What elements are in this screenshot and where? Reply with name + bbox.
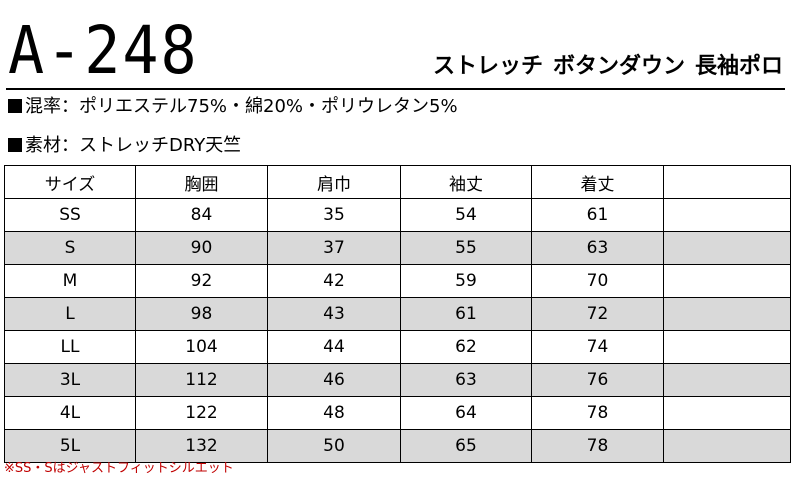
cell-sleeve: 61: [400, 297, 532, 331]
product-code: A-248: [8, 12, 199, 90]
material-text: 素材：ストレッチDRY天竺: [25, 135, 242, 156]
cell-length: 63: [531, 231, 664, 265]
table-row: SS 84 35 54 61: [4, 198, 791, 232]
header-length: 着丈: [531, 165, 664, 199]
table-row: 4L 122 48 64 78: [4, 396, 791, 430]
cell-chest: 84: [135, 198, 268, 232]
cell-size: S: [4, 231, 136, 265]
header-chest: 胸囲: [135, 165, 268, 199]
product-name-part1: ストレッチ: [432, 54, 543, 79]
cell-chest: 122: [135, 396, 268, 430]
cell-sleeve: 62: [400, 330, 532, 364]
table-row: 3L 112 46 63 76: [4, 363, 791, 397]
fit-note: ※SS・Sはジャストフィットシルエット: [4, 461, 234, 476]
product-name: ストレッチ ボタンダウン 長袖ポロ: [433, 54, 783, 80]
product-name-part3: 長袖ポロ: [694, 54, 783, 79]
table-row: L 98 43 61 72: [4, 297, 791, 331]
cell-sleeve: 59: [400, 264, 532, 298]
cell-size: 5L: [4, 429, 136, 463]
cell-shoulder: 46: [267, 363, 401, 397]
cell-length: 78: [531, 396, 664, 430]
cell-shoulder: 44: [267, 330, 401, 364]
cell-chest: 104: [135, 330, 268, 364]
cell-size: LL: [4, 330, 136, 364]
cell-blank: [663, 297, 791, 331]
size-table-header-row: サイズ 胸囲 肩巾 袖丈 着丈: [4, 165, 791, 199]
cell-size: 3L: [4, 363, 136, 397]
header-size: サイズ: [4, 165, 136, 199]
cell-blank: [663, 363, 791, 397]
cell-length: 72: [531, 297, 664, 331]
cell-chest: 92: [135, 264, 268, 298]
cell-sleeve: 54: [400, 198, 532, 232]
blend-text: 混率：ポリエステル75%・綿20%・ポリウレタン5%: [25, 96, 458, 117]
cell-size: L: [4, 297, 136, 331]
cell-length: 74: [531, 330, 664, 364]
header-sleeve: 袖丈: [400, 165, 532, 199]
cell-shoulder: 43: [267, 297, 401, 331]
cell-shoulder: 50: [267, 429, 401, 463]
cell-size: M: [4, 264, 136, 298]
blend-spec: 混率：ポリエステル75%・綿20%・ポリウレタン5%: [8, 96, 458, 118]
cell-sleeve: 64: [400, 396, 532, 430]
header-blank: [663, 165, 791, 199]
cell-shoulder: 48: [267, 396, 401, 430]
cell-blank: [663, 330, 791, 364]
product-name-part2: ボタンダウン: [552, 54, 685, 79]
cell-length: 70: [531, 264, 664, 298]
bullet-square-icon: [8, 138, 22, 152]
cell-blank: [663, 264, 791, 298]
cell-blank: [663, 198, 791, 232]
cell-length: 61: [531, 198, 664, 232]
cell-blank: [663, 429, 791, 463]
cell-length: 76: [531, 363, 664, 397]
table-row: S 90 37 55 63: [4, 231, 791, 265]
cell-chest: 90: [135, 231, 268, 265]
size-table: サイズ 胸囲 肩巾 袖丈 着丈 SS 84 35 54 61 S 90 37 5…: [4, 165, 791, 463]
cell-sleeve: 63: [400, 363, 532, 397]
table-row: LL 104 44 62 74: [4, 330, 791, 364]
cell-length: 78: [531, 429, 664, 463]
cell-shoulder: 42: [267, 264, 401, 298]
cell-size: 4L: [4, 396, 136, 430]
cell-chest: 132: [135, 429, 268, 463]
cell-blank: [663, 231, 791, 265]
header-shoulder: 肩巾: [267, 165, 401, 199]
cell-sleeve: 65: [400, 429, 532, 463]
bullet-square-icon: [8, 99, 22, 113]
cell-sleeve: 55: [400, 231, 532, 265]
cell-shoulder: 37: [267, 231, 401, 265]
cell-chest: 98: [135, 297, 268, 331]
table-row: M 92 42 59 70: [4, 264, 791, 298]
cell-shoulder: 35: [267, 198, 401, 232]
cell-chest: 112: [135, 363, 268, 397]
cell-size: SS: [4, 198, 136, 232]
table-row: 5L 132 50 65 78: [4, 429, 791, 463]
cell-blank: [663, 396, 791, 430]
material-spec: 素材：ストレッチDRY天竺: [8, 135, 241, 157]
header-divider: [6, 88, 785, 90]
